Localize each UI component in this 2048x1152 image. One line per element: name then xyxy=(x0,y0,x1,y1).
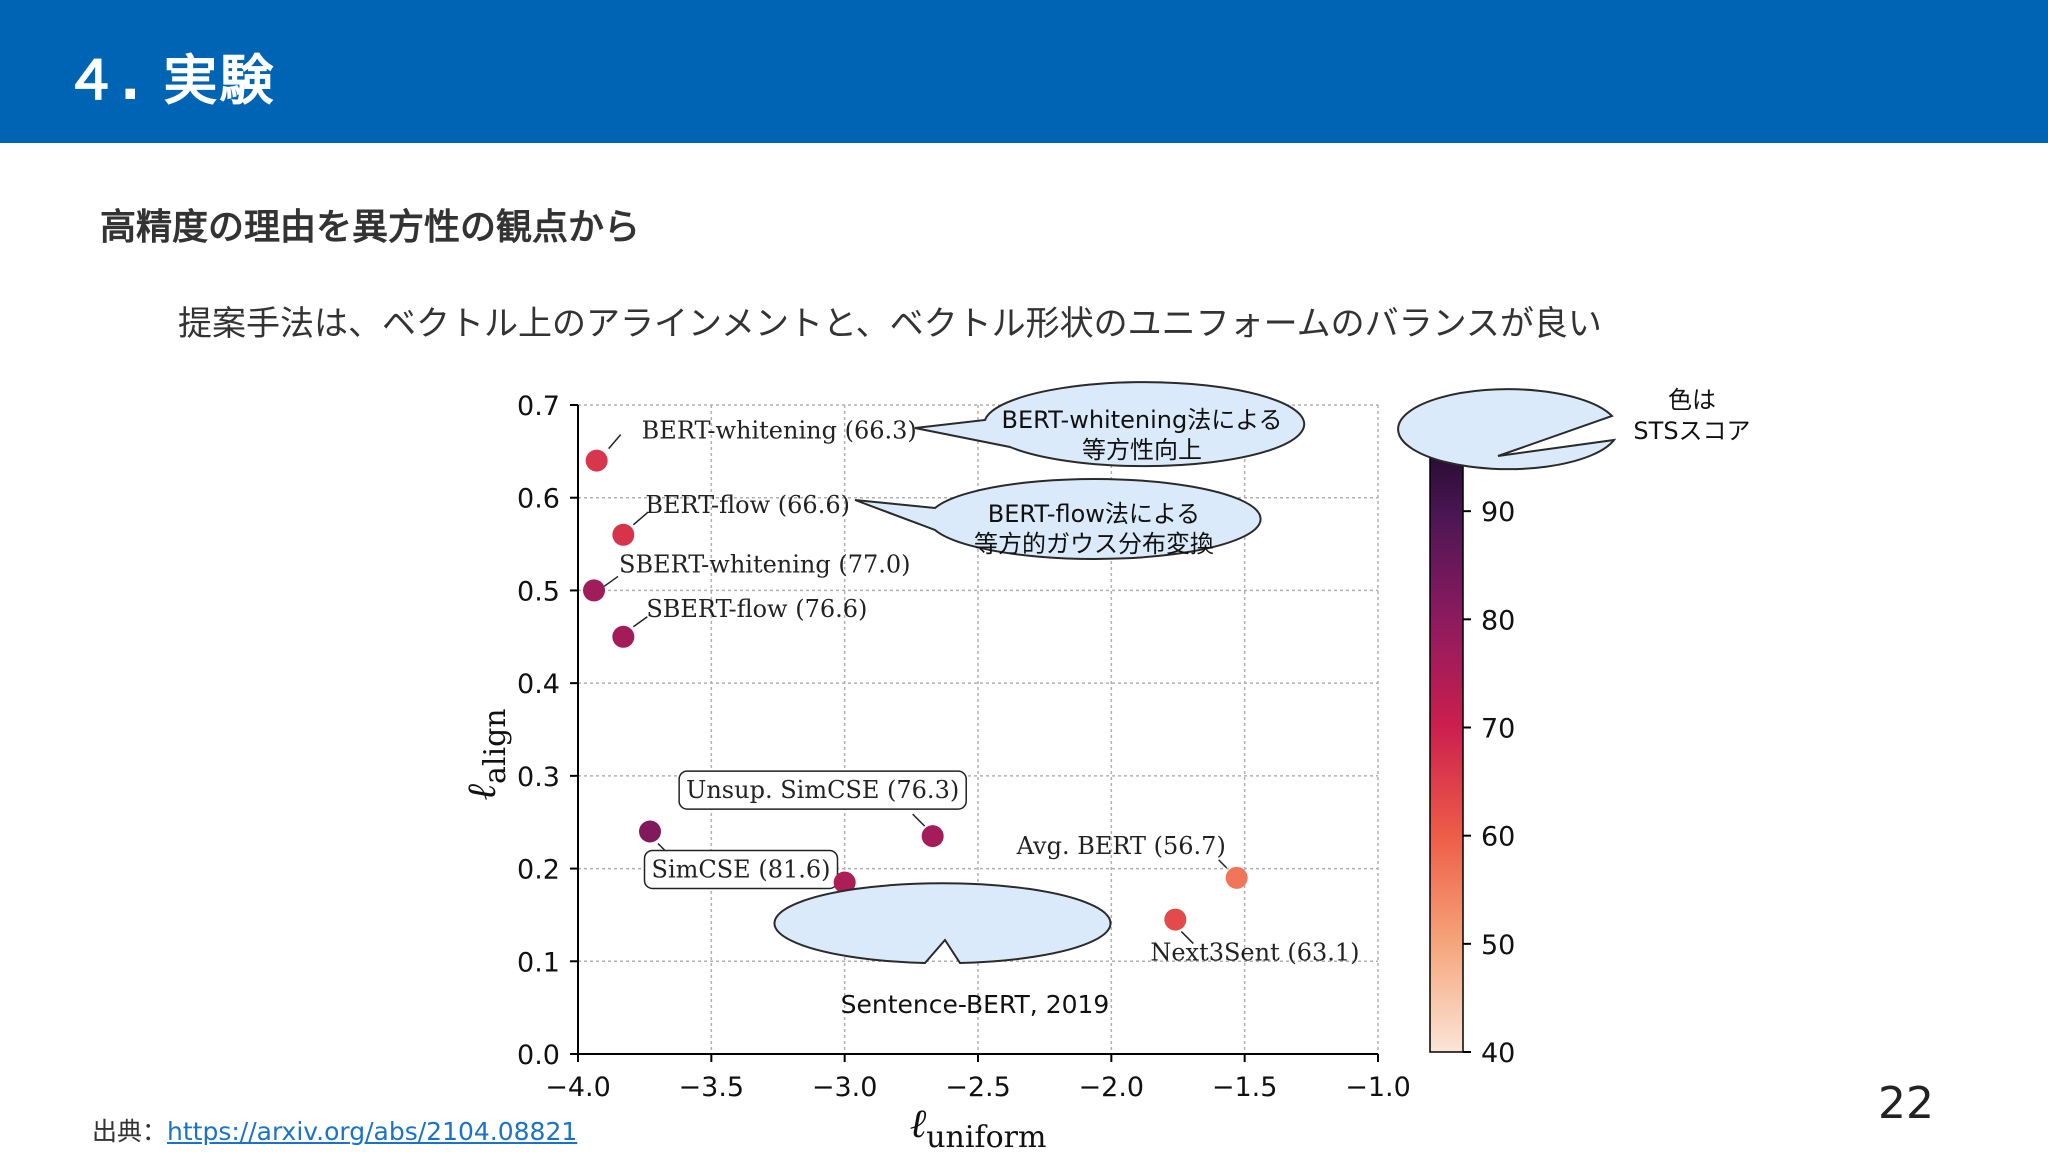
y-tick-label: 0.3 xyxy=(517,762,560,793)
section-heading: 高精度の理由を異方性の観点から xyxy=(100,207,641,248)
callout-bert-flow-line2: 等方的ガウス分布変換 xyxy=(974,530,1214,558)
colorbar-tick-label: 80 xyxy=(1481,605,1515,636)
callout-bert-whitening: BERT-whitening法による 等方性向上 xyxy=(914,381,1306,468)
point-bert-whitening xyxy=(585,449,608,472)
colorbar: 405060708090100 xyxy=(1429,389,1533,1069)
x-tick-label: −1.0 xyxy=(1345,1072,1411,1103)
label-sbert-flow: SBERT-flow (76.6) xyxy=(646,595,867,623)
label-sbert-whitening: SBERT-whitening (77.0) xyxy=(619,550,911,578)
label-avg-bert: Avg. BERT (56.7) xyxy=(1016,832,1226,860)
point-unsup-simcse xyxy=(921,825,944,848)
source-citation: 出典：https://arxiv.org/abs/2104.08821 xyxy=(92,1112,577,1148)
colorbar-tick-label: 90 xyxy=(1481,497,1515,528)
colorbar-tick-label: 50 xyxy=(1481,930,1515,961)
axes: −4.0 −3.5 −3.0 −2.5 −2.0 −1.5 −1.0 0.0 0.1 0.2 0.3… xyxy=(459,391,1411,1152)
y-tick-label: 0.7 xyxy=(517,391,560,422)
source-label: 出典： xyxy=(92,1117,168,1146)
label-next3sent: Next3Sent (63.1) xyxy=(1150,939,1359,967)
leader-avg-bert xyxy=(1218,859,1228,869)
label-box-unsup-simcse xyxy=(678,770,967,810)
leader-sbert-whitening xyxy=(603,575,619,588)
callout-colorbar-note: 色は STSスコア xyxy=(1397,386,1751,471)
point-sbert-whitening xyxy=(583,579,605,602)
point-bert-flow xyxy=(612,523,635,546)
colorbar-gradient xyxy=(1429,402,1464,1053)
colorbar-tick-label: 60 xyxy=(1481,822,1515,853)
y-tick-label: 0.4 xyxy=(517,669,560,700)
leader-bert-flow xyxy=(632,512,648,526)
leader-next3sent xyxy=(1180,931,1194,945)
callout-bert-whitening-line1: BERT-whitening法による xyxy=(1002,406,1283,434)
x-tick-label: −3.0 xyxy=(812,1072,878,1103)
point-avg-bert xyxy=(1225,866,1248,889)
callout-bert-flow-line1: BERT-flow法による xyxy=(988,500,1200,528)
label-box-simcse xyxy=(643,849,839,890)
callout-bert-flow: BERT-flow法による 等方的ガウス分布変換 xyxy=(854,478,1262,560)
x-tick-label: −2.5 xyxy=(945,1072,1011,1103)
description-text: 提案手法は、ベクトル上のアラインメントと、ベクトル形状のユニフォームのバランスが… xyxy=(178,304,1602,344)
y-tick-label: 0.6 xyxy=(517,484,560,515)
colorbar-tick-label: 70 xyxy=(1481,714,1515,745)
callout-sentence-bert: Sentence-BERT, 2019 xyxy=(773,882,1112,1019)
callouts: BERT-whitening法による 等方性向上 BERT-flow法による 等… xyxy=(773,381,1751,1019)
x-tick-label: −2.0 xyxy=(1079,1072,1145,1103)
x-tick-label: −1.5 xyxy=(1212,1072,1278,1103)
y-tick-label: 0.2 xyxy=(517,855,560,886)
source-link[interactable]: https://arxiv.org/abs/2104.08821 xyxy=(167,1117,578,1146)
leader-bert-whitening xyxy=(608,434,622,450)
x-tick-label: −3.5 xyxy=(679,1072,745,1103)
label-bert-flow: BERT-flow (66.6) xyxy=(645,491,850,519)
y-axis-label: ℓalign xyxy=(459,708,513,800)
point-simcse xyxy=(639,820,661,843)
callout-sentence-bert-text: Sentence-BERT, 2019 xyxy=(841,990,1110,1019)
leader-unsup-simcse xyxy=(912,813,926,827)
y-tick-label: 0.5 xyxy=(517,576,560,607)
y-tick-label: 0.1 xyxy=(517,947,560,978)
x-tick-label: −4.0 xyxy=(545,1072,611,1103)
callout-colorbar-note-line2: STSスコア xyxy=(1633,417,1750,445)
point-sbert xyxy=(833,871,856,894)
leader-sbert-flow xyxy=(632,616,648,628)
point-sbert-flow xyxy=(612,625,635,648)
label-unsup-simcse: Unsup. SimCSE (76.3) xyxy=(686,776,959,804)
label-simcse: SimCSE (81.6) xyxy=(652,855,831,883)
label-bert-whitening: BERT-whitening (66.3) xyxy=(642,417,917,445)
page-number: 22 xyxy=(1878,1078,1934,1129)
callout-colorbar-note-line1: 色は xyxy=(1668,386,1716,414)
y-tick-label: 0.0 xyxy=(517,1040,560,1071)
point-next3sent xyxy=(1164,908,1187,931)
x-axis-label: ℓuniform xyxy=(910,1101,1047,1152)
callout-bert-whitening-line2: 等方性向上 xyxy=(1082,436,1202,464)
slide-title: ４. 実験 xyxy=(64,49,276,112)
slide-header: ４. 実験 xyxy=(0,0,2048,143)
colorbar-tick-label: 40 xyxy=(1481,1038,1515,1069)
